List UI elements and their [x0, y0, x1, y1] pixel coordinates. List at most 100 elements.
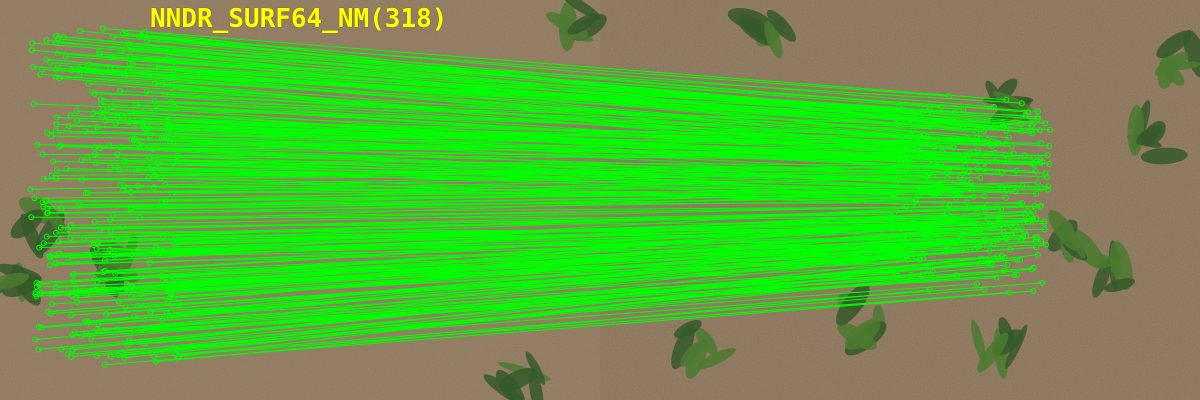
match-line	[66, 168, 1042, 189]
match-line	[135, 123, 1041, 160]
seedling-leaf	[976, 332, 1009, 373]
keypoint-marker	[163, 310, 170, 317]
keypoint-marker	[1003, 127, 1010, 134]
keypoint-marker	[1008, 230, 1015, 237]
keypoint-marker	[950, 144, 956, 151]
keypoint-marker	[952, 194, 959, 201]
keypoint-marker	[103, 311, 110, 318]
match-line	[125, 33, 995, 108]
keypoint-marker	[68, 353, 75, 360]
keypoint-marker	[32, 336, 39, 343]
seedling-leaf	[529, 372, 544, 400]
keypoint-marker	[1046, 126, 1053, 133]
keypoint-marker	[1012, 188, 1019, 195]
keypoint-marker	[151, 80, 158, 87]
keypoint-marker	[1004, 262, 1011, 268]
keypoint-marker	[88, 89, 95, 95]
match-line	[117, 117, 978, 151]
keypoint-marker	[107, 246, 113, 253]
match-line	[103, 218, 989, 273]
match-line	[139, 48, 1022, 104]
keypoint-marker	[121, 183, 128, 190]
keypoint-marker	[981, 166, 988, 172]
match-line	[176, 160, 937, 187]
match-line	[87, 191, 921, 194]
match-line	[96, 259, 1018, 357]
match-line	[140, 36, 949, 97]
keypoint-marker	[55, 238, 62, 245]
keypoint-marker	[65, 255, 72, 262]
keypoint-marker	[33, 293, 40, 300]
keypoint-marker	[1003, 96, 1010, 103]
keypoint-marker	[54, 62, 61, 69]
seedling-leaf	[971, 319, 986, 364]
keypoint-marker	[77, 28, 84, 34]
keypoint-marker	[892, 120, 899, 127]
keypoint-marker	[1033, 215, 1040, 222]
seedling-leaf	[1048, 210, 1080, 251]
keypoint-marker	[981, 193, 988, 200]
keypoint-marker	[1019, 182, 1026, 189]
match-line	[131, 229, 981, 297]
keypoint-marker	[1032, 168, 1039, 175]
keypoint-marker	[117, 182, 124, 189]
keypoint-marker	[96, 48, 102, 55]
keypoint-marker	[1003, 235, 1009, 241]
match-line	[49, 232, 1012, 266]
match-line	[47, 132, 1006, 145]
keypoint-marker	[94, 124, 101, 130]
match-line	[56, 69, 961, 141]
seedling-leaf	[671, 324, 695, 370]
keypoint-marker	[43, 233, 50, 240]
keypoint-marker	[1031, 161, 1038, 168]
match-line	[154, 82, 921, 141]
keypoint-marker	[1030, 288, 1037, 294]
keypoint-marker	[30, 63, 37, 70]
match-line	[57, 64, 934, 148]
keypoint-marker	[162, 91, 169, 98]
keypoint-marker	[137, 34, 144, 40]
keypoint-marker	[84, 154, 91, 161]
keypoint-marker	[988, 262, 995, 269]
keypoint-marker	[65, 226, 72, 232]
keypoint-marker	[903, 145, 910, 152]
keypoint-marker	[985, 215, 991, 222]
match-line	[72, 251, 946, 351]
seedling-leaf	[567, 13, 598, 35]
match-line	[102, 28, 1007, 101]
seedling-leaf	[1136, 124, 1163, 145]
match-line	[87, 156, 971, 184]
match-line	[161, 137, 908, 146]
keypoint-marker	[946, 202, 953, 209]
keypoint-marker	[94, 326, 101, 333]
keypoint-marker	[63, 165, 70, 172]
keypoint-marker	[133, 120, 139, 127]
match-line	[103, 100, 964, 129]
keypoint-marker	[1042, 170, 1049, 177]
keypoint-marker	[1046, 160, 1053, 167]
match-line	[42, 190, 927, 203]
keypoint-marker	[117, 144, 124, 151]
keypoint-marker	[158, 135, 165, 141]
keypoint-marker	[53, 229, 59, 236]
keypoint-marker	[1013, 167, 1020, 174]
keypoint-marker	[1010, 150, 1017, 157]
keypoint-marker	[1033, 190, 1040, 197]
match-line	[127, 42, 1029, 113]
keypoint-marker	[158, 174, 165, 181]
match-line	[53, 160, 1007, 191]
seedling-leaf	[10, 209, 44, 239]
keypoint-marker	[135, 141, 142, 148]
keypoint-marker	[27, 186, 34, 193]
seedling-leaf	[1183, 29, 1200, 79]
match-line	[107, 109, 1032, 132]
keypoint-marker	[1041, 220, 1047, 227]
keypoint-marker	[990, 240, 996, 247]
keypoint-marker	[71, 289, 78, 296]
keypoint-marker	[100, 269, 107, 275]
match-line	[154, 292, 1010, 358]
keypoint-marker	[165, 51, 172, 58]
keypoint-marker	[92, 218, 98, 225]
keypoint-marker	[908, 272, 915, 278]
seedling-leaf	[685, 338, 708, 379]
